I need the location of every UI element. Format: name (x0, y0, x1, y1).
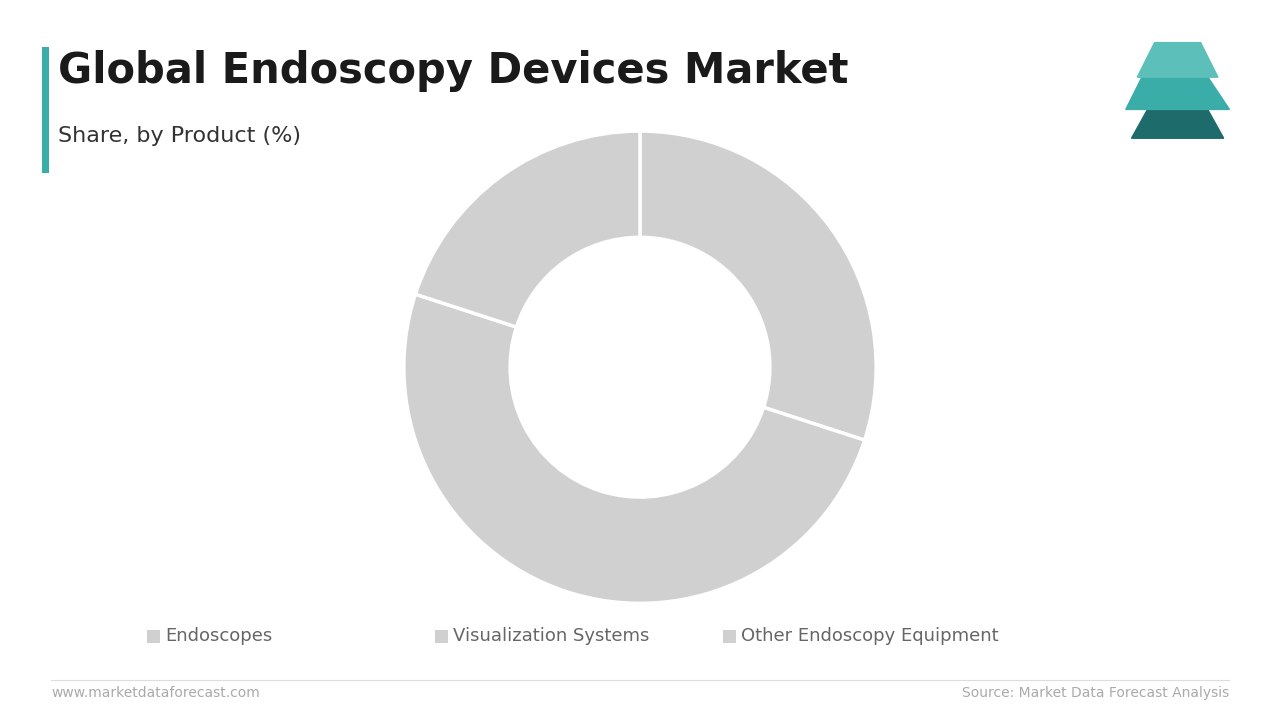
Text: www.marketdataforecast.com: www.marketdataforecast.com (51, 686, 260, 700)
Text: Other Endoscopy Equipment: Other Endoscopy Equipment (741, 627, 998, 645)
Polygon shape (1132, 107, 1224, 138)
Wedge shape (640, 131, 876, 440)
Text: Share, by Product (%): Share, by Product (%) (58, 126, 301, 146)
Wedge shape (404, 294, 864, 603)
Text: Global Endoscopy Devices Market: Global Endoscopy Devices Market (58, 50, 849, 92)
FancyBboxPatch shape (42, 47, 49, 173)
Wedge shape (416, 131, 640, 327)
Text: Visualization Systems: Visualization Systems (453, 627, 649, 645)
Text: Source: Market Data Forecast Analysis: Source: Market Data Forecast Analysis (961, 686, 1229, 700)
Text: Endoscopes: Endoscopes (165, 627, 273, 645)
Polygon shape (1126, 75, 1230, 109)
Polygon shape (1138, 42, 1219, 77)
